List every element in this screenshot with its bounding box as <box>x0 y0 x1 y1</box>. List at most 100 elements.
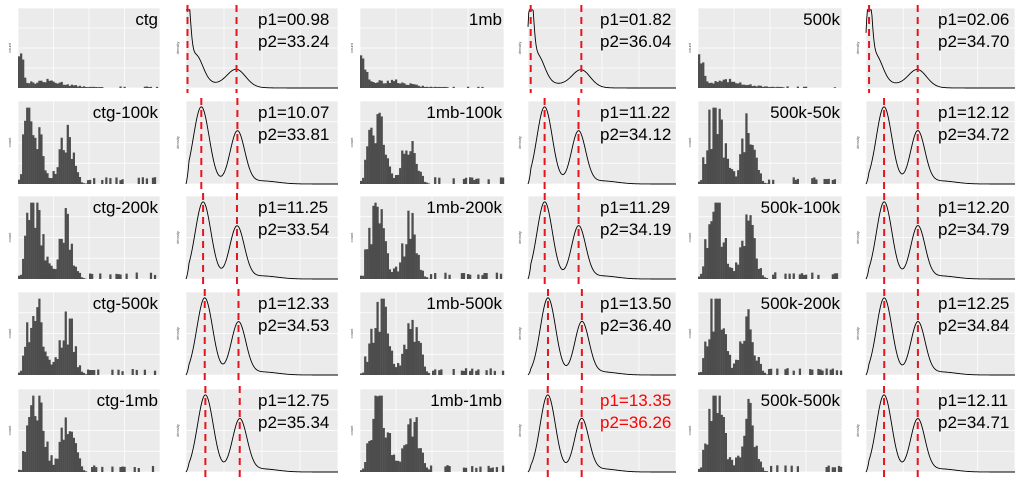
histogram-bar <box>26 107 29 184</box>
histogram-bar <box>464 177 468 184</box>
peak2-label: p2=35.34 <box>258 413 330 432</box>
histogram-bar <box>755 258 758 279</box>
histogram-bar <box>743 84 746 88</box>
density-svg: density <box>176 193 339 284</box>
histogram-bar <box>778 86 781 88</box>
density-panel: density p1=12.75 p2=35.34 <box>176 386 342 477</box>
histogram-bar <box>425 277 429 279</box>
histogram-bar <box>720 329 723 375</box>
histogram-svg: count <box>688 7 843 89</box>
histogram-bar <box>747 220 750 279</box>
density-panel: density p1=11.29 p2=34.19 <box>518 193 680 284</box>
histogram-bar <box>716 298 719 375</box>
histogram-bar <box>84 471 88 472</box>
histogram-bar <box>475 370 478 375</box>
histogram-bar <box>72 152 75 184</box>
histogram-bar <box>46 173 49 184</box>
histogram-bar <box>388 433 392 472</box>
histogram-bar <box>121 179 124 184</box>
histogram-bar <box>405 349 408 375</box>
histogram-bar <box>710 298 713 375</box>
histogram-bar <box>22 59 25 88</box>
density-curve <box>527 9 676 89</box>
histogram-bar <box>22 258 25 279</box>
peak2-label: p2=34.72 <box>938 125 1010 144</box>
histogram-bar <box>483 272 486 279</box>
histogram-bar <box>62 439 65 472</box>
histogram-bar <box>732 363 736 375</box>
histogram-bar <box>730 267 734 279</box>
histogram-bar <box>489 468 492 472</box>
histogram-bar <box>376 301 379 375</box>
histogram-bar <box>415 163 418 184</box>
axis-title: density <box>176 136 180 149</box>
histogram-bar <box>366 146 369 184</box>
histogram-bar <box>751 425 754 472</box>
histogram-bar <box>448 466 451 472</box>
histogram-bar <box>143 86 146 88</box>
histogram-bar <box>93 86 96 88</box>
histogram-bar <box>54 357 57 375</box>
histogram-bar <box>755 157 758 184</box>
histogram-bar <box>399 168 402 184</box>
histogram-svg: count <box>8 7 161 89</box>
histogram-bar <box>765 183 769 184</box>
histogram-bar <box>401 243 404 279</box>
histogram-bar <box>726 263 730 279</box>
peak2-label: p2=33.54 <box>258 220 330 239</box>
histogram-bar <box>462 273 466 279</box>
density-panel: density p1=00.98 p2=33.24 <box>176 5 342 93</box>
histogram-bar <box>34 83 37 88</box>
histogram-bar <box>153 274 157 279</box>
histogram-bar <box>720 246 723 279</box>
histogram-bar <box>372 135 375 184</box>
peak1-label: p1=11.22 <box>600 103 671 122</box>
histogram-bar <box>54 269 57 279</box>
density-panel: density p1=01.82 p2=36.04 <box>518 5 680 93</box>
histogram-bar <box>704 341 707 375</box>
histogram-bar <box>42 156 45 184</box>
density-curve <box>865 9 1015 89</box>
histogram-bar <box>362 177 365 184</box>
histogram-bar <box>751 86 754 88</box>
histogram-bar <box>368 343 371 375</box>
histogram-bar <box>52 464 55 472</box>
histogram-bar <box>32 316 35 375</box>
histogram-bar <box>388 166 392 184</box>
density-curve <box>185 201 338 280</box>
axis-title: count <box>8 425 12 436</box>
histogram-bar <box>28 83 31 88</box>
histogram-bar <box>89 273 92 279</box>
histogram-svg: count <box>688 195 843 280</box>
histogram-svg: count <box>8 388 161 473</box>
histogram-bar <box>741 446 744 472</box>
density-panel: density p1=13.50 p2=36.40 <box>518 289 680 380</box>
histogram-bar <box>70 243 73 279</box>
histogram-bar <box>40 134 43 184</box>
histogram-bar <box>76 452 80 472</box>
histogram-bar <box>390 271 394 279</box>
histogram-svg: count <box>350 7 505 89</box>
histogram-bar <box>155 86 159 88</box>
histogram-bar <box>378 112 381 184</box>
histogram-svg: count <box>8 100 161 185</box>
histogram-bar <box>761 180 765 184</box>
histogram-bar <box>780 86 783 88</box>
histogram-bar <box>741 84 744 88</box>
histogram-bar <box>382 228 385 279</box>
histogram-bar <box>802 275 806 279</box>
histogram-bar <box>831 274 834 279</box>
peak2-label: p2=34.84 <box>938 316 1010 335</box>
histogram-bar <box>413 153 416 184</box>
panel-label: ctg-500k <box>92 294 158 313</box>
histogram-bar <box>737 360 740 375</box>
histogram-bar <box>833 273 837 279</box>
histogram-bar <box>44 351 47 375</box>
histogram-bar <box>477 178 480 184</box>
histogram-panel: count 1mb-500k <box>350 289 508 380</box>
panel-label: 1mb-1mb <box>430 391 502 410</box>
histogram-bar <box>825 368 828 375</box>
histogram-bar <box>452 368 455 375</box>
histogram-bar <box>495 467 499 472</box>
histogram-bar <box>749 144 752 184</box>
